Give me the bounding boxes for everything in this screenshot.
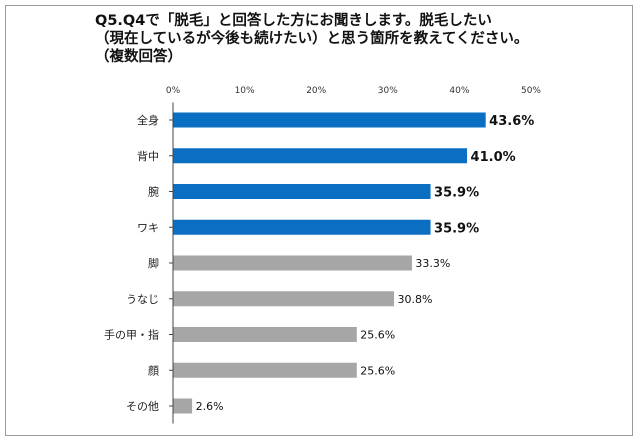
category-label: うなじ <box>126 293 159 306</box>
category-label: 腕 <box>148 185 159 199</box>
data-label: 33.3% <box>415 257 450 270</box>
x-tick-label: 50% <box>521 86 541 96</box>
data-label: 41.0% <box>471 150 516 165</box>
bar <box>173 291 395 307</box>
category-label: ワキ <box>137 221 159 234</box>
x-tick-label: 40% <box>449 86 469 96</box>
bar <box>173 362 357 378</box>
title-line-3: （複数回答） <box>95 49 182 65</box>
bar <box>173 327 357 342</box>
x-tick-label: 0% <box>166 86 181 96</box>
data-label: 35.9% <box>434 221 479 236</box>
category-label: 背中 <box>137 149 159 163</box>
data-label: 43.6% <box>489 114 534 129</box>
bar <box>173 255 412 271</box>
category-label: 全身 <box>137 113 159 127</box>
data-label: 25.6% <box>360 329 395 342</box>
title-line-1: Q5.Q4で「脱毛」と回答した方にお聞きします。脱毛したい <box>95 13 492 29</box>
bar <box>173 148 468 164</box>
data-label: 35.9% <box>434 186 479 201</box>
category-label: 顔 <box>148 363 159 377</box>
bar <box>173 112 486 128</box>
data-label: 25.6% <box>360 364 395 377</box>
category-label: 脚 <box>148 256 159 270</box>
x-tick-label: 30% <box>378 86 398 96</box>
category-label: 手の甲・指 <box>104 328 159 342</box>
x-tick-label: 10% <box>235 86 255 96</box>
bar <box>173 184 431 199</box>
bar <box>173 398 193 414</box>
data-label: 2.6% <box>196 400 224 413</box>
title-line-2: （現在しているが今後も続けたい）と思う箇所を教えてください。 <box>95 31 529 47</box>
chart-title: Q5.Q4で「脱毛」と回答した方にお聞きします。脱毛したい （現在しているが今後… <box>95 12 615 66</box>
data-label: 30.8% <box>398 293 433 306</box>
x-tick-label: 20% <box>306 86 326 96</box>
category-label: その他 <box>126 400 159 413</box>
bar <box>173 219 431 235</box>
